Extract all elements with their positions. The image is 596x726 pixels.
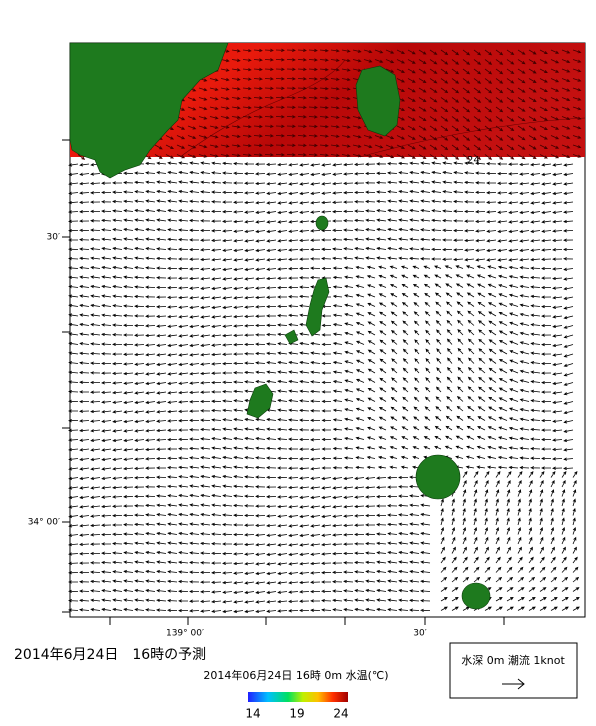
oshima [355,65,401,137]
arrow-row [68,445,574,452]
colorbar [248,692,348,702]
arrow-row [68,507,576,519]
arrow-row [68,246,573,253]
arrow-row [68,566,579,576]
arrow-row [68,435,574,443]
shikinejima [284,329,299,345]
miyakejima [415,454,461,500]
colorbar-ticks: 14 19 24 [245,707,348,721]
lon-label: 30′ [413,629,427,639]
niijima [305,277,330,337]
kozushima [246,383,274,419]
legend-text: 水深 0m 潮流 1knot [461,653,565,667]
lat-label: 30′ [47,233,61,243]
arrow-row [68,180,574,186]
arrow-row [68,310,574,320]
arrow-row [68,527,576,538]
lat-label: 34° 00′ [28,518,60,528]
arrow-row [68,189,574,196]
arrow-row [68,208,574,215]
arrow-row [68,237,574,243]
arrow-row [68,338,574,348]
arrow-row [68,292,574,300]
arrow-row [68,517,576,528]
arrow-row [68,556,578,566]
arrow-row [68,489,577,500]
arrow-row [68,536,577,547]
arrow-row [68,218,574,224]
colorbar-tick-label: 19 [289,707,304,721]
arrow-row [68,357,574,367]
colorbar-caption: 2014年06月24日 16時 0m 水温(℃) [203,668,388,682]
contour-label: 24 [467,155,480,166]
arrow-row [68,366,574,377]
arrow-row [68,455,574,462]
colorbar-tick-label: 24 [333,707,348,721]
arrow-row [68,274,574,281]
colorbar-tick-label: 14 [245,707,260,721]
arrow-row [68,256,574,262]
arrow-row [68,395,574,405]
arrow-row [68,376,574,386]
arrow-row [68,301,574,310]
arrow-row [68,470,578,481]
current-arrows [68,48,582,614]
arrow-row [68,415,574,424]
arrow-row [68,546,577,557]
islands [69,42,491,610]
arrow-row [68,498,576,509]
arrow-row [68,347,574,358]
axis-ticks [62,139,505,625]
tick-marks [62,139,505,625]
arrow-row [68,405,574,415]
arrow-row [68,386,574,396]
forecast-title: 2014年6月24日 16時の予測 [14,647,206,663]
mikurajima [461,582,491,610]
izu-peninsula [69,42,229,179]
legend-arrow [502,678,525,690]
arrow-row [68,283,574,291]
arrow-row [68,479,577,490]
arrow-row [68,425,574,433]
arrow-row [68,576,580,585]
arrow-row [68,265,574,272]
arrow-row [68,170,574,177]
map-area: 24 30′ 34° 00′ 139° 00′ 30′ [28,42,586,639]
toshima [315,215,329,231]
arrow-row [68,319,574,329]
lon-label: 139° 00′ [166,629,204,639]
legend-box [449,642,578,699]
arrow-row [68,227,574,234]
arrow-row [68,199,574,205]
